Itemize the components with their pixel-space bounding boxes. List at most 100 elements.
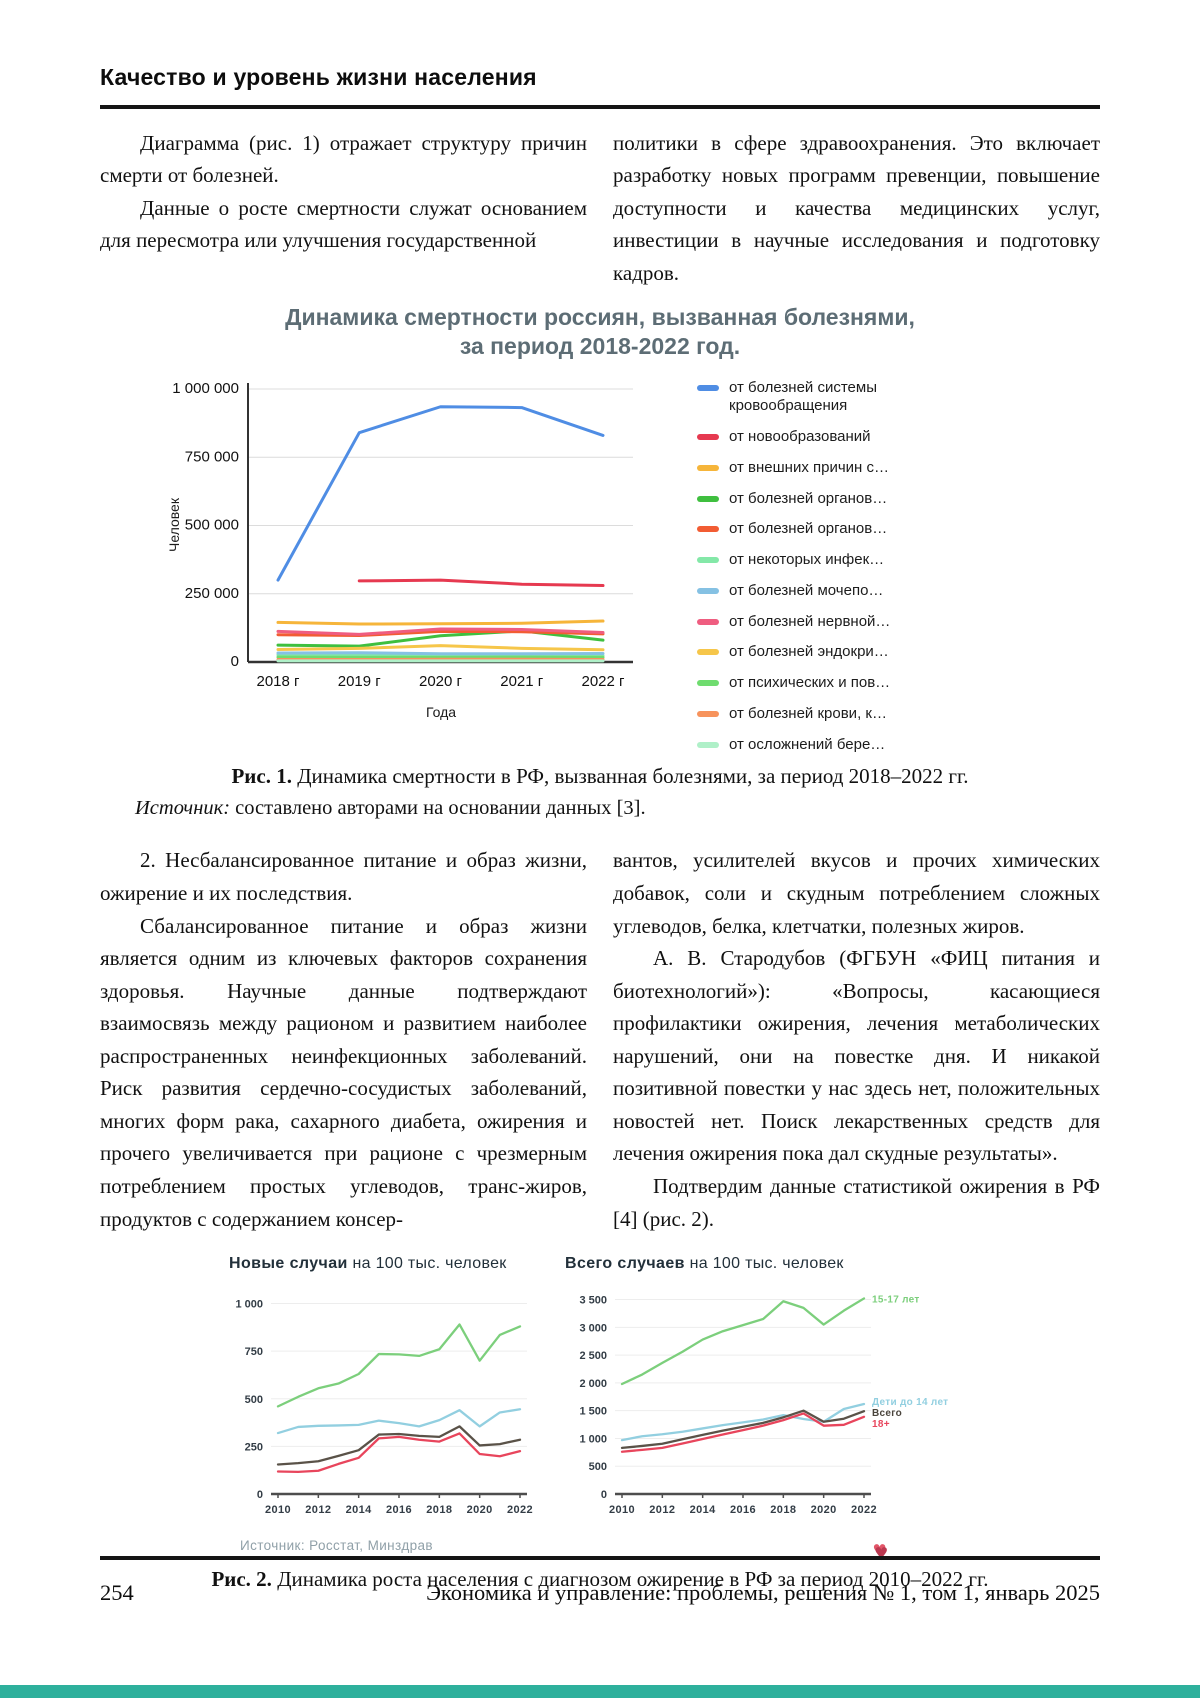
svg-text:2010: 2010: [609, 1504, 635, 1516]
svg-text:3 000: 3 000: [579, 1322, 607, 1334]
paragraph: Сбалансированное питание и образ жизни я…: [100, 913, 587, 1231]
fig2-source-note: Источник: Росстат, Минздрав: [240, 1538, 433, 1554]
fig2-right-chart: Всего случаев на 100 тыс. человек 0 500 1 …: [563, 1255, 973, 1534]
legend-label: от болезней крови, к…: [729, 704, 887, 722]
svg-text:2018: 2018: [426, 1504, 452, 1516]
fig1-legend: от болезней системы кровообращения от нов…: [697, 379, 1037, 755]
svg-text:500: 500: [589, 1461, 607, 1473]
footer-rule: [100, 1556, 1100, 1560]
svg-text:2018 г: 2018 г: [256, 673, 300, 690]
svg-text:0: 0: [601, 1489, 607, 1501]
text-column-right: вантов, усилителей вкусов и прочих химич…: [613, 844, 1100, 1235]
fig2-left-chart: Новые случаи на 100 тыс. человек 0 250 500…: [227, 1255, 537, 1534]
legend-color-dash-icon: [697, 618, 719, 625]
total-cases-line-chart: 0 500 1 000 1 500 2 000 2 500 3 000 3 500 2010 20…: [579, 1294, 948, 1516]
svg-text:250: 250: [245, 1441, 263, 1453]
svg-text:18+: 18+: [872, 1419, 890, 1430]
legend-item: от болезней крови, к…: [697, 705, 1037, 724]
svg-text:2014: 2014: [346, 1504, 373, 1516]
text-block-2: 2. Несбалансированное питание и образ жи…: [100, 844, 1100, 1235]
legend-color-dash-icon: [697, 526, 719, 533]
svg-text:2016: 2016: [730, 1504, 756, 1516]
legend-color-dash-icon: [697, 680, 719, 687]
svg-text:Всего: Всего: [872, 1408, 902, 1419]
svg-text:2019 г: 2019 г: [338, 673, 382, 690]
mortality-line-chart: 0 250 000 500 000 750 000 1 000 000 2018 г 201…: [166, 380, 633, 720]
legend-label: от некоторых инфек…: [729, 551, 885, 569]
figure1-caption: Рис. 1. Динамика смертности в РФ, вызван…: [231, 764, 969, 789]
svg-text:Человек: Человек: [166, 497, 182, 552]
running-head: Качество и уровень жизни населения: [100, 64, 537, 90]
legend-item: от болезней органов…: [697, 490, 1037, 509]
svg-text:2012: 2012: [305, 1504, 331, 1516]
svg-text:1 000: 1 000: [579, 1433, 607, 1445]
paragraph: политики в сфере здравоохранения. Это вк…: [613, 130, 1100, 285]
svg-text:2 500: 2 500: [579, 1350, 607, 1362]
svg-text:2020: 2020: [467, 1504, 493, 1516]
legend-color-dash-icon: [697, 434, 719, 441]
legend-color-dash-icon: [697, 741, 719, 748]
header-rule: [100, 105, 1100, 109]
svg-text:Дети до 14 лет: Дети до 14 лет: [872, 1397, 948, 1408]
figure2-caption: Рис. 2. Динамика роста населения с диагн…: [211, 1567, 989, 1592]
legend-label: от психических и пов…: [729, 674, 891, 692]
legend-color-dash-icon: [697, 464, 719, 471]
legend-item: от болезней мочепо…: [697, 582, 1037, 601]
paragraph: А. В. Стародубов (ФГБУН «ФИЦ питания и б…: [613, 946, 1100, 1166]
paragraph: Подтвердим данные статистикой ожирения в…: [613, 1173, 1100, 1231]
accent-bottom-bar: [0, 1685, 1200, 1698]
legend-color-dash-icon: [697, 710, 719, 717]
svg-text:500: 500: [245, 1394, 263, 1406]
legend-color-dash-icon: [697, 557, 719, 564]
legend-item: от болезней органов…: [697, 520, 1037, 539]
svg-text:1 000 000: 1 000 000: [172, 380, 239, 397]
svg-text:500 000: 500 000: [185, 516, 239, 533]
legend-item: от некоторых инфек…: [697, 551, 1037, 570]
svg-text:750: 750: [245, 1346, 263, 1358]
legend-item: от психических и пов…: [697, 674, 1037, 693]
svg-text:1 000: 1 000: [235, 1299, 263, 1311]
svg-text:0: 0: [257, 1489, 263, 1501]
journal-title: Экономика и управление: проблемы, решени…: [426, 1580, 1100, 1605]
svg-text:3 500: 3 500: [579, 1295, 607, 1307]
legend-color-dash-icon: [697, 384, 719, 391]
svg-text:2012: 2012: [649, 1504, 675, 1516]
svg-text:2 000: 2 000: [579, 1378, 607, 1390]
paragraph: вантов, усилителей вкусов и прочих химич…: [613, 848, 1100, 938]
legend-label: от болезней системы кровообращения: [729, 378, 877, 415]
svg-text:2022: 2022: [507, 1504, 533, 1516]
legend-color-dash-icon: [697, 587, 719, 594]
svg-text:250 000: 250 000: [185, 584, 239, 601]
page-number: 254: [100, 1580, 134, 1605]
text-column-right: политики в сфере здравоохранения. Это вк…: [613, 127, 1100, 290]
paragraph: Данные о росте смертности служат основан…: [100, 195, 587, 253]
svg-text:2020 г: 2020 г: [419, 673, 463, 690]
paragraph: 2. Несбалансированное питание и образ жи…: [100, 848, 587, 906]
legend-label: от болезней нервной…: [729, 612, 891, 630]
figure-2: Новые случаи на 100 тыс. человек 0 250 500…: [100, 1255, 1100, 1592]
svg-text:750 000: 750 000: [185, 448, 239, 465]
svg-text:2020: 2020: [811, 1504, 837, 1516]
text-column-left: Диаграмма (рис. 1) отражает структуру пр…: [100, 127, 587, 290]
legend-item: от болезней нервной…: [697, 613, 1037, 632]
page-footer: 254 Экономика и управление: проблемы, ре…: [100, 1580, 1100, 1606]
legend-color-dash-icon: [697, 495, 719, 502]
legend-label: от болезней мочепо…: [729, 581, 884, 599]
fig2-left-title: Новые случаи на 100 тыс. человек: [229, 1255, 507, 1273]
figure-1: Динамика смертности россиян, вызванная б…: [100, 303, 1100, 820]
fig2-right-title: Всего случаев на 100 тыс. человек: [565, 1255, 844, 1273]
legend-item: от болезней эндокри…: [697, 643, 1037, 662]
legend-item: от новообразований: [697, 428, 1037, 447]
svg-text:2010: 2010: [265, 1504, 291, 1516]
figure1-chart-title: Динамика смертности россиян, вызванная б…: [285, 304, 915, 359]
svg-text:2016: 2016: [386, 1504, 412, 1516]
legend-label: от болезней органов…: [729, 520, 888, 538]
svg-text:0: 0: [231, 653, 239, 670]
legend-color-dash-icon: [697, 649, 719, 656]
text-block-1: Диаграмма (рис. 1) отражает структуру пр…: [100, 127, 1100, 290]
legend-label: от внешних причин с…: [729, 458, 889, 476]
text-column-left: 2. Несбалансированное питание и образ жи…: [100, 844, 587, 1235]
legend-item: от осложнений бере…: [697, 736, 1037, 755]
svg-text:2018: 2018: [770, 1504, 796, 1516]
